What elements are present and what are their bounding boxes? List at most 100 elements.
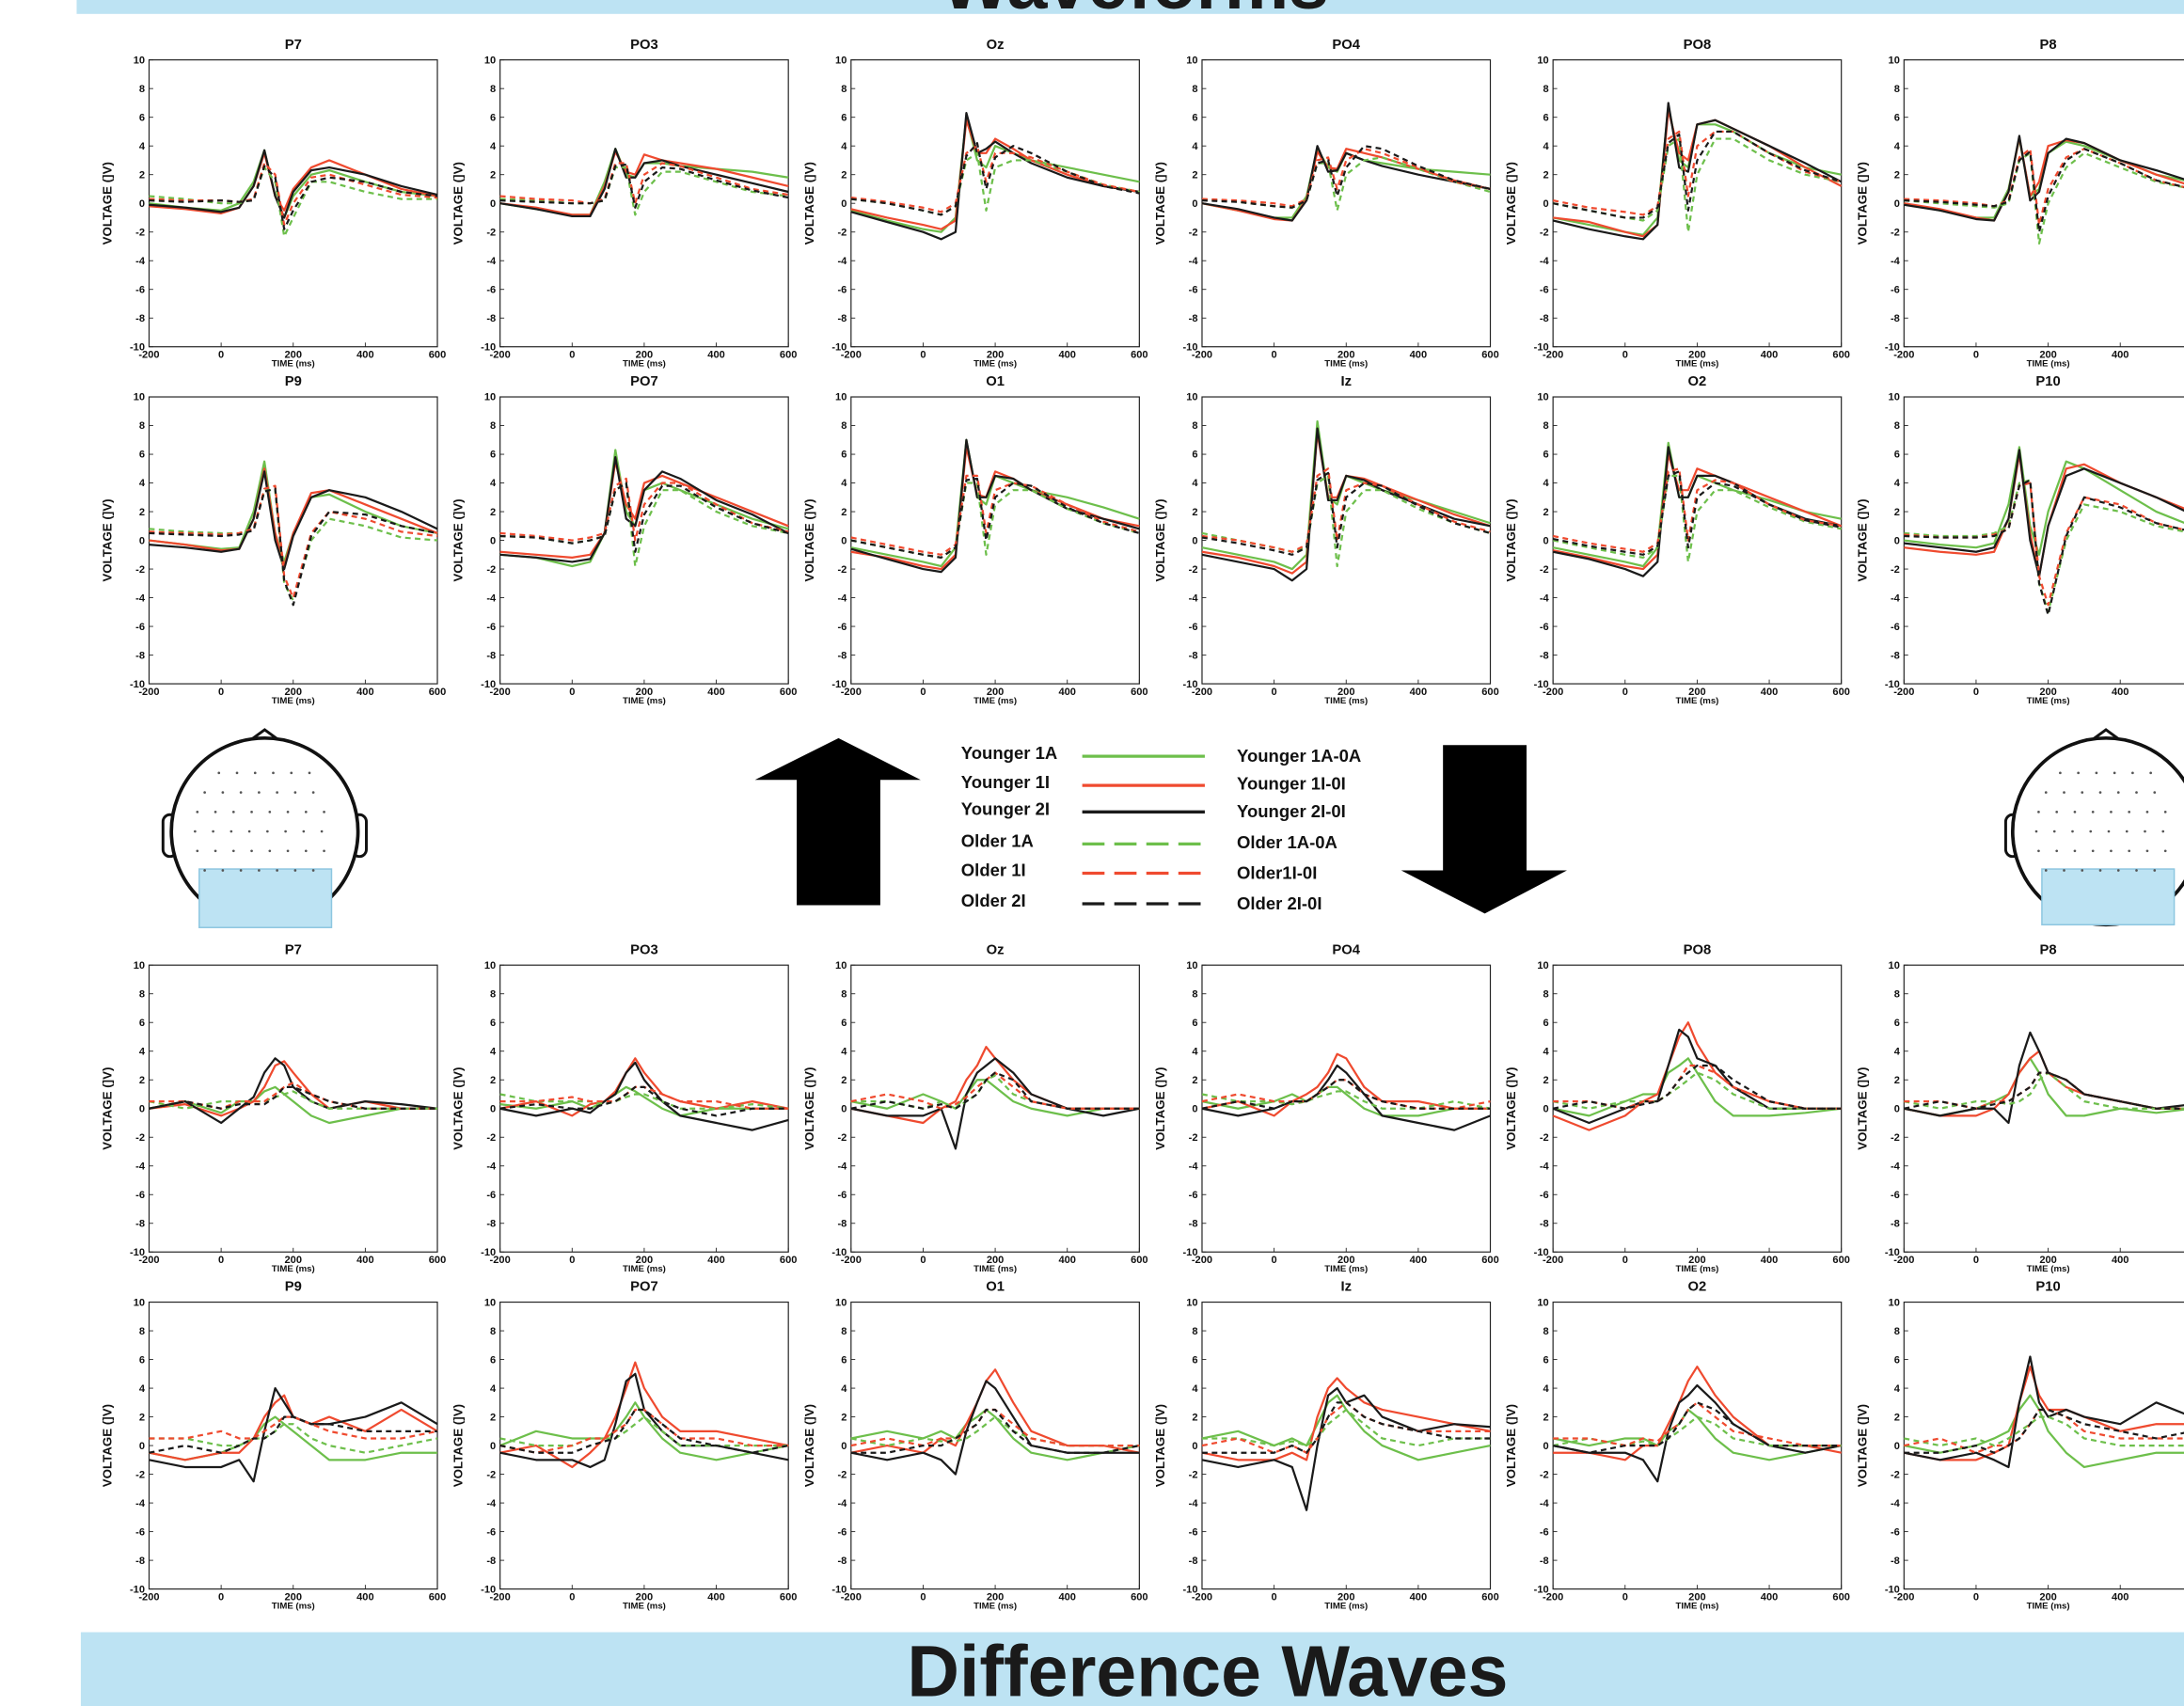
y-tick-label: -8 [486,650,496,661]
electrode [320,829,324,833]
x-tick-label: 200 [2039,1255,2057,1266]
x-tick-label: 600 [780,687,798,698]
panel: PO3 -10 -8 -6 -4 -2 0 2 4 6 8 10 -200 0 200 400 600 TIME … [451,942,798,1274]
electrode [2163,849,2167,853]
series-line [850,1408,1140,1461]
series-line [149,166,438,238]
y-tick-label: 4 [1894,1046,1901,1057]
y-tick-label: -8 [135,1218,145,1229]
x-tick-label: 200 [2039,687,2057,698]
y-tick-label: 6 [1192,1018,1197,1029]
y-tick-label: -4 [1540,592,1550,604]
chart-title: PO8 [1684,942,1712,957]
electrode [2128,810,2131,814]
y-tick-label: 10 [1889,1297,1900,1308]
electrode [2055,849,2059,853]
x-tick-label: 400 [1761,1255,1779,1266]
chart-title: PO8 [1684,38,1712,53]
y-tick-label: -4 [1540,1161,1550,1172]
x-axis-label: TIME (ms) [2027,696,2070,706]
panel: P10-10-8-6-4-20246810-2000200400600TIME … [1855,1280,2184,1611]
y-tick-label: -6 [838,1526,847,1538]
y-tick-label: -10 [1534,341,1549,353]
plot-frame [1201,59,1492,348]
y-tick-label: 4 [1543,478,1550,489]
y-tick-label: 10 [484,392,496,403]
electrode [2044,791,2048,794]
y-tick-label: -6 [486,1190,496,1201]
series-line [499,148,789,218]
y-tick-label: -10 [1534,679,1549,690]
y-tick-label: -8 [486,313,496,324]
y-tick-label: 4 [490,141,497,152]
series-line [850,118,1140,230]
series-line [1201,156,1491,212]
y-tick-label: 2 [1543,169,1549,181]
series-line [499,449,789,568]
y-axis-label: VOLTAGE (]V) [1153,1067,1167,1150]
y-tick-label: 6 [841,450,847,461]
legend-label: Younger 1A [961,743,1057,763]
y-tick-label: -4 [486,1498,497,1509]
y-tick-label: 2 [1192,1075,1197,1086]
electrode [214,810,217,814]
chart-title: Oz [987,942,1005,957]
y-tick-label: 4 [490,1046,497,1057]
y-tick-label: 6 [139,1018,145,1029]
series-line [1904,1071,2184,1110]
y-tick-label: -6 [486,622,496,633]
x-tick-label: -200 [490,1591,511,1603]
x-tick-label: 400 [1410,1255,1428,1266]
series-line [1904,148,2184,233]
y-tick-label: -8 [838,1218,847,1229]
y-tick-label: 10 [1889,55,1900,66]
x-tick-label: 600 [1481,1591,1499,1603]
y-tick-label: 10 [1186,392,1197,403]
y-tick-label: -6 [1891,622,1900,633]
y-tick-label: 8 [139,988,145,1000]
series-line [1904,479,2184,616]
y-tick-label: 6 [1192,1354,1197,1366]
y-tick-label: 0 [490,1441,496,1452]
y-tick-label: -4 [1891,1498,1901,1509]
y-tick-label: 6 [841,1354,847,1366]
electrode [2098,791,2102,794]
y-tick-label: 0 [841,1441,847,1452]
x-tick-label: 200 [987,1591,1005,1603]
y-tick-label: -8 [135,1556,145,1567]
x-tick-label: 400 [1058,1255,1076,1266]
x-tick-label: 200 [1688,687,1706,698]
bottom-banner [80,1632,2184,1706]
series-line [499,1057,789,1117]
chart-title: Iz [1340,1280,1352,1295]
x-tick-label: 200 [1337,350,1355,361]
y-tick-label: 8 [841,420,847,432]
x-tick-label: 0 [1272,350,1277,361]
y-tick-label: 0 [490,535,496,546]
y-tick-label: 10 [484,960,496,971]
legend-label: Older 2I-0I [1237,893,1321,913]
y-tick-label: -4 [135,256,146,267]
panel: PO3 -10 -8 -6 -4 -2 0 2 4 6 8 10 -200 0 200 400 600 TIME … [451,38,798,370]
y-tick-label: -2 [135,564,145,576]
y-tick-label: -2 [838,227,847,238]
electrode [203,869,206,872]
arrow-down [1401,745,1567,914]
series-line [850,151,1140,216]
plot-frame [1552,59,1843,348]
series-line [499,1408,789,1454]
y-tick-label: -4 [486,256,497,267]
y-tick-label: -2 [1189,227,1198,238]
electrode [2135,869,2138,872]
y-tick-label: 8 [1894,420,1900,432]
y-tick-label: 2 [1192,507,1197,518]
series-line [499,477,789,542]
y-axis-label: VOLTAGE (]V) [451,498,466,581]
electrode [229,829,233,833]
series-line [1552,1071,1842,1110]
y-tick-label: 2 [139,1075,145,1086]
x-tick-label: -200 [1543,1591,1563,1603]
x-tick-label: 200 [1688,350,1706,361]
electrode [2071,829,2074,833]
